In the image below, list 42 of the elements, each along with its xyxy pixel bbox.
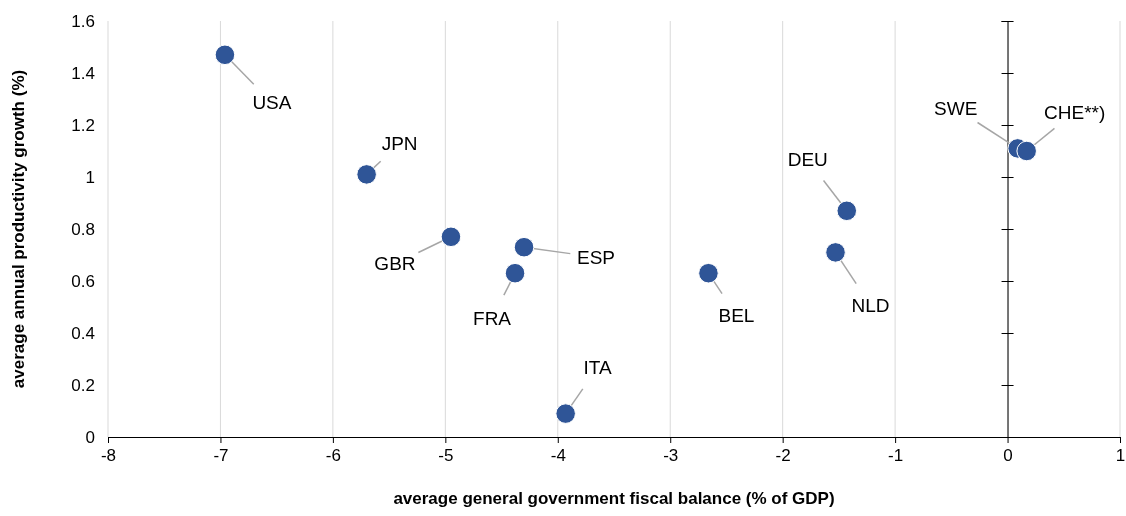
y-tick-label: 1.4 (71, 63, 95, 83)
x-tick-label: -8 (100, 446, 117, 466)
annotation: SWE (934, 98, 978, 120)
x-axis-title: average general government fiscal balance (% of GDP) (393, 489, 835, 508)
x-tick-label: 1 (1115, 446, 1126, 466)
point (440, 226, 462, 248)
y-tick-label: 1.2 (71, 115, 95, 135)
point (825, 242, 846, 263)
x-tick-label: -3 (663, 446, 679, 466)
annotation: BEL (718, 304, 755, 326)
annotation: DEU (787, 149, 828, 171)
annotation: GBR (374, 253, 416, 275)
x-tick-label: -1 (888, 446, 904, 466)
y-tick-label: 0.4 (71, 323, 95, 343)
y-tick-label: 1.6 (71, 11, 95, 31)
point (555, 403, 576, 424)
point (1016, 140, 1037, 162)
point (214, 44, 236, 66)
point (513, 236, 535, 258)
x-tick-label: 0 (1003, 446, 1013, 466)
annotation: USA (252, 92, 292, 114)
annotation: CHE**) (1044, 101, 1106, 123)
x-tick-label: -6 (325, 446, 341, 466)
x-tick-label: -4 (550, 446, 566, 466)
annotation: JPN (381, 133, 418, 155)
point (504, 262, 526, 284)
y-tick-label: 0.6 (71, 271, 95, 291)
y-tick-label: 0.2 (71, 375, 95, 395)
y-axis-title: average annual productivity growth (%) (9, 69, 28, 389)
y-tick-label: 0.8 (71, 219, 95, 239)
point (356, 164, 377, 185)
y-tick-label: 1 (85, 167, 95, 187)
point (698, 262, 719, 284)
x-tick-label: -7 (213, 446, 229, 466)
annotation: ITA (583, 357, 613, 379)
annotation: NLD (851, 295, 890, 317)
x-tick-label: -5 (438, 446, 454, 466)
annotation: ESP (577, 246, 616, 268)
point (836, 200, 858, 222)
x-tick-label: -2 (775, 446, 791, 466)
annotation: FRA (473, 307, 512, 329)
y-tick-label: 0 (85, 427, 95, 447)
